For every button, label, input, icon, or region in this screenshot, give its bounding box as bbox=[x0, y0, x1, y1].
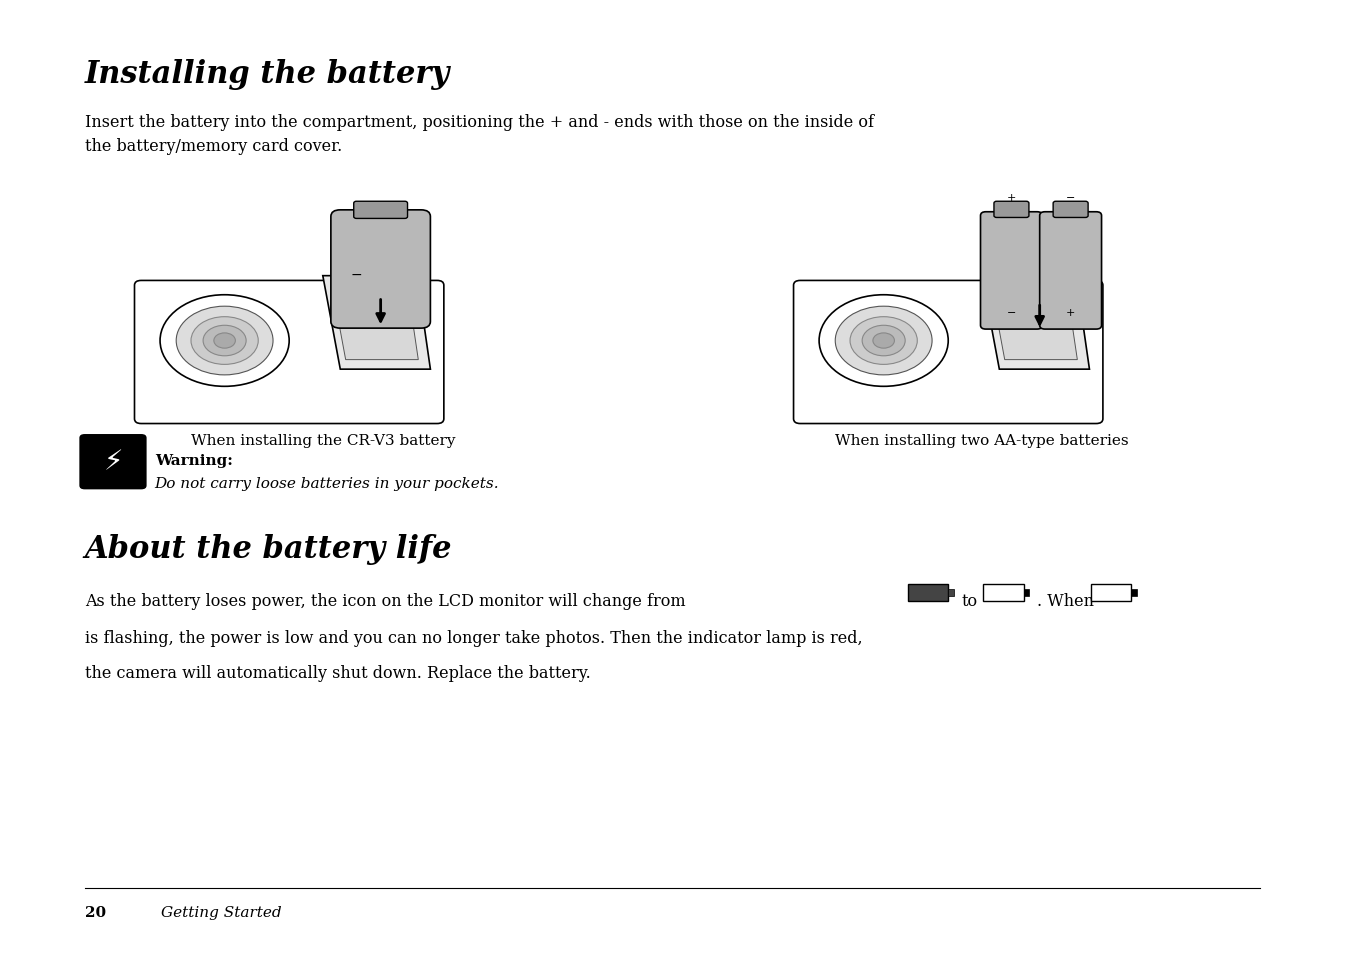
FancyBboxPatch shape bbox=[79, 435, 147, 490]
Circle shape bbox=[850, 317, 917, 365]
Text: −: − bbox=[1007, 308, 1015, 317]
Text: +: + bbox=[389, 310, 399, 323]
Polygon shape bbox=[982, 276, 1089, 370]
Circle shape bbox=[835, 307, 932, 375]
Text: Insert the battery into the compartment, positioning the + and - ends with those: Insert the battery into the compartment,… bbox=[85, 114, 874, 154]
Bar bbox=[1131, 589, 1137, 597]
FancyBboxPatch shape bbox=[134, 281, 444, 424]
Text: Getting Started: Getting Started bbox=[161, 905, 282, 920]
FancyBboxPatch shape bbox=[794, 281, 1103, 424]
Polygon shape bbox=[323, 276, 430, 370]
Text: −: − bbox=[351, 268, 362, 281]
Text: +: + bbox=[1067, 308, 1075, 317]
Circle shape bbox=[203, 326, 246, 356]
Circle shape bbox=[176, 307, 273, 375]
Text: the camera will automatically shut down. Replace the battery.: the camera will automatically shut down.… bbox=[85, 664, 590, 681]
Text: Do not carry loose batteries in your pockets.: Do not carry loose batteries in your poc… bbox=[155, 476, 499, 490]
Polygon shape bbox=[991, 288, 1077, 360]
Bar bbox=[948, 589, 954, 597]
Text: is flashing, the power is low and you can no longer take photos. Then the indica: is flashing, the power is low and you ca… bbox=[85, 629, 862, 646]
FancyBboxPatch shape bbox=[331, 211, 430, 329]
Text: to: to bbox=[962, 593, 978, 610]
Bar bbox=[1091, 584, 1131, 601]
Text: Installing the battery: Installing the battery bbox=[85, 59, 451, 90]
Bar bbox=[983, 584, 1024, 601]
Circle shape bbox=[214, 334, 235, 349]
Text: About the battery life: About the battery life bbox=[85, 534, 452, 564]
Circle shape bbox=[819, 295, 948, 387]
FancyBboxPatch shape bbox=[354, 202, 408, 219]
FancyBboxPatch shape bbox=[981, 213, 1042, 330]
FancyBboxPatch shape bbox=[994, 202, 1029, 218]
Polygon shape bbox=[332, 288, 418, 360]
Circle shape bbox=[191, 317, 258, 365]
Bar bbox=[908, 584, 948, 601]
Text: Warning:: Warning: bbox=[155, 454, 233, 467]
Text: As the battery loses power, the icon on the LCD monitor will change from: As the battery loses power, the icon on … bbox=[85, 593, 686, 610]
Text: 20: 20 bbox=[85, 905, 106, 920]
Circle shape bbox=[862, 326, 905, 356]
Circle shape bbox=[873, 334, 894, 349]
Text: . When: . When bbox=[1037, 593, 1093, 610]
Text: When installing the CR-V3 battery: When installing the CR-V3 battery bbox=[191, 434, 455, 448]
Bar bbox=[1024, 589, 1029, 597]
Text: +: + bbox=[1007, 193, 1015, 203]
Text: −: − bbox=[1067, 193, 1075, 203]
FancyBboxPatch shape bbox=[1040, 213, 1102, 330]
FancyBboxPatch shape bbox=[1053, 202, 1088, 218]
Circle shape bbox=[160, 295, 289, 387]
Text: ⚡: ⚡ bbox=[104, 448, 122, 476]
Text: When installing two AA-type batteries: When installing two AA-type batteries bbox=[835, 434, 1128, 448]
